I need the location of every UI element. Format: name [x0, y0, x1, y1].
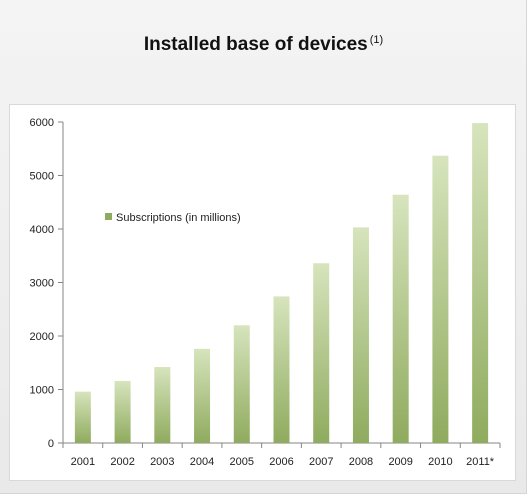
- chart-area: 0 1000 2000 3000 4000 5000 6000 2001 2002 2003 20…: [9, 104, 516, 481]
- x-tick-label: 2009: [388, 456, 412, 468]
- bar-2004: [194, 348, 211, 443]
- bars: [74, 123, 489, 443]
- x-tick-label: 2001: [71, 456, 95, 468]
- bar-2010: [432, 155, 449, 443]
- y-tick-label: 1000: [30, 385, 54, 397]
- x-tick-label: 2006: [269, 456, 293, 468]
- y-tick-label: 5000: [30, 171, 54, 183]
- bar-2011: [472, 123, 489, 443]
- y-tick-label: 2000: [30, 331, 54, 343]
- y-tick-label: 3000: [30, 278, 54, 290]
- x-tick-label: 2007: [309, 456, 333, 468]
- legend-label: Subscriptions (in millions): [116, 212, 241, 224]
- x-tick-label: 2004: [190, 456, 214, 468]
- x-tick-label: 2011*: [466, 456, 495, 468]
- bar-2005: [233, 325, 250, 443]
- x-tick-label: 2008: [349, 456, 373, 468]
- x-tick-label: 2005: [230, 456, 254, 468]
- y-tick-label: 6000: [30, 117, 54, 129]
- x-tick-label: 2010: [428, 456, 452, 468]
- bar-2001: [74, 391, 91, 443]
- legend: Subscriptions (in millions): [105, 212, 241, 224]
- title-footnote: (1): [369, 34, 384, 46]
- bar-2007: [313, 263, 330, 443]
- bar-2009: [392, 194, 409, 443]
- y-axis: 0 1000 2000 3000 4000 5000 6000: [30, 117, 64, 450]
- y-tick-label: 4000: [30, 224, 54, 236]
- x-tick-label: 2002: [110, 456, 134, 468]
- legend-swatch: [105, 213, 112, 220]
- bar-2008: [352, 227, 369, 443]
- y-tick-label: 0: [48, 438, 54, 450]
- bar-2006: [273, 296, 290, 443]
- x-tick-label: 2003: [150, 456, 174, 468]
- page-title: Installed base of devices (1): [143, 34, 384, 55]
- bar-2003: [154, 367, 171, 443]
- x-axis: 2001 2002 2003 2004 2005 2006 2007 2008 2009 2010…: [62, 442, 501, 468]
- bar-2002: [114, 380, 131, 443]
